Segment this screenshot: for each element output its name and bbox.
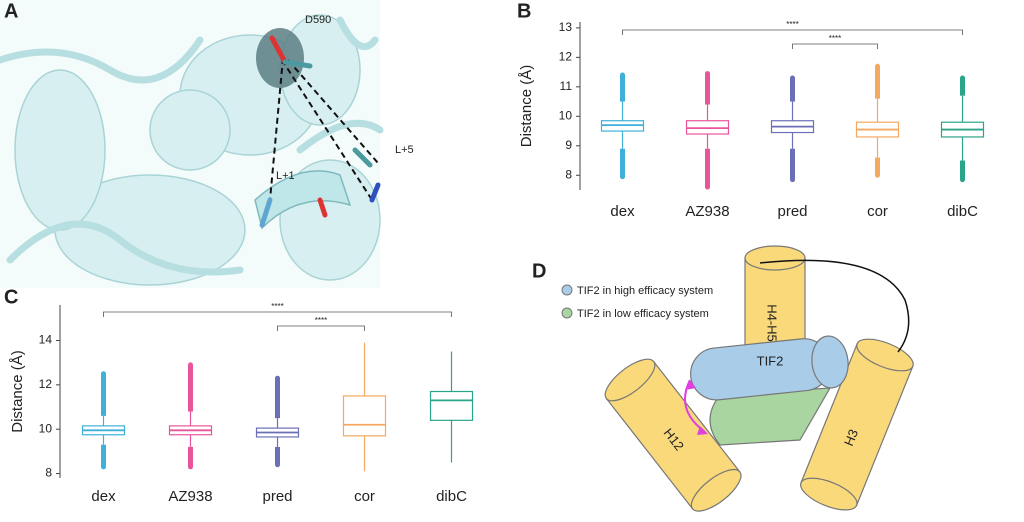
flier — [790, 177, 795, 183]
residue-label: L+1 — [276, 170, 295, 182]
flier — [188, 464, 193, 470]
panel-label: D — [532, 260, 546, 282]
flier — [875, 63, 880, 69]
x-tick-label: pred — [777, 203, 807, 220]
flier — [101, 464, 106, 470]
x-tick-label: dibC — [947, 203, 978, 220]
x-tick-label: cor — [867, 203, 888, 220]
significance-bracket — [103, 311, 452, 317]
legend-label: TIF2 in low efficacy system — [577, 308, 709, 320]
box — [342, 395, 387, 437]
y-tick-label: 13 — [559, 20, 573, 34]
significance-label: **** — [829, 34, 841, 43]
legend-label: TIF2 in high efficacy system — [577, 285, 713, 297]
panel-label: A — [4, 0, 18, 22]
structure-panel: D590 L+1 L+5 — [0, 0, 414, 288]
y-tick-label: 8 — [565, 167, 572, 181]
diagram-legend: TIF2 in high efficacy system TIF2 in low… — [561, 284, 713, 320]
y-tick-label: 10 — [39, 421, 53, 435]
x-tick-label: pred — [262, 488, 292, 505]
helix-label: H4-H5 — [765, 304, 780, 342]
flier — [790, 75, 795, 81]
helix-label: TIF2 — [757, 353, 784, 368]
x-tick-label: AZ938 — [685, 203, 729, 220]
x-tick-label: AZ938 — [168, 488, 212, 505]
y-axis-label: Distance (Å) — [9, 350, 26, 433]
flier — [620, 174, 625, 180]
box — [429, 390, 474, 421]
flier — [960, 75, 965, 81]
x-tick-label: dex — [610, 203, 635, 220]
y-tick-label: 12 — [559, 50, 573, 64]
flier — [875, 172, 880, 178]
flier — [188, 362, 193, 368]
significance-label: **** — [786, 20, 798, 29]
panel-label: C — [4, 286, 18, 308]
significance-bracket — [792, 43, 878, 49]
significance-label: **** — [271, 302, 283, 311]
helix-label: H3 — [841, 427, 861, 448]
y-axis-label: Distance (Å) — [518, 65, 535, 148]
residue-label: D590 — [305, 14, 331, 26]
y-tick-label: 11 — [560, 79, 573, 93]
significance-bracket — [622, 29, 963, 35]
flier — [275, 462, 280, 468]
significance-bracket — [277, 325, 365, 331]
y-tick-label: 9 — [565, 138, 572, 152]
flier — [101, 371, 106, 377]
y-tick-label: 14 — [39, 333, 53, 347]
panel-label: B — [517, 0, 531, 22]
flier — [960, 177, 965, 183]
flier — [705, 71, 710, 77]
y-tick-label: 10 — [559, 108, 573, 122]
flier — [705, 184, 710, 190]
x-tick-label: dex — [91, 488, 116, 505]
x-tick-label: dibC — [436, 488, 467, 505]
flier — [620, 72, 625, 78]
y-tick-label: 12 — [39, 377, 53, 391]
y-tick-label: 8 — [45, 466, 52, 480]
residue-label: L+5 — [395, 144, 414, 156]
flier — [275, 375, 280, 381]
x-tick-label: cor — [354, 488, 375, 505]
significance-label: **** — [315, 316, 327, 325]
helix-diagram — [604, 245, 914, 512]
